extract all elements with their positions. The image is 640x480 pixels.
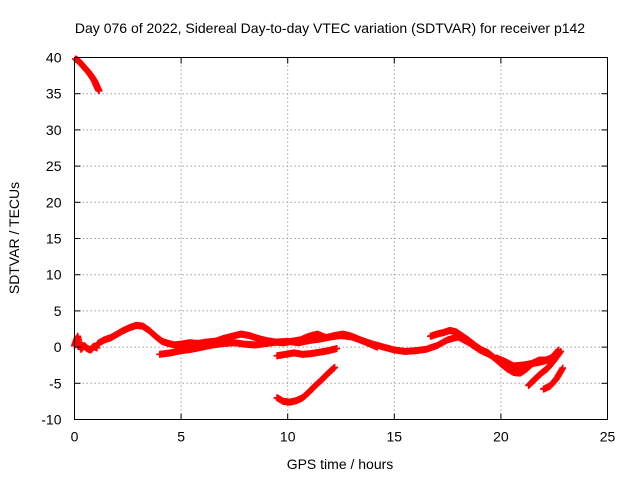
- axis-ticks: 0 5 10 15 20 25 -10 -5 0 5 10 15 20 25 30 35 40: [41, 50, 615, 445]
- y-tick-label: 10: [46, 267, 62, 283]
- y-tick-label: 15: [46, 231, 62, 247]
- y-tick-label: 25: [46, 158, 62, 174]
- y-tick-label: 5: [54, 303, 62, 319]
- series-10: [540, 364, 567, 393]
- data-point: [557, 347, 565, 355]
- y-tick-label: -5: [49, 375, 62, 391]
- x-tick-label: 25: [600, 429, 616, 445]
- series-9: [525, 347, 565, 389]
- y-tick-label: -10: [41, 412, 61, 428]
- data-point: [559, 364, 567, 372]
- y-axis-label: SDTVAR / TECUs: [6, 182, 22, 294]
- plot-marks: [71, 55, 567, 406]
- x-tick-label: 15: [387, 429, 403, 445]
- series-5: [273, 345, 341, 360]
- data-point: [333, 345, 341, 353]
- y-tick-label: 0: [54, 339, 62, 355]
- series-6: [273, 363, 339, 406]
- x-axis-label: GPS time / hours: [287, 456, 394, 472]
- series-1: [72, 55, 103, 95]
- x-tick-label: 5: [177, 429, 185, 445]
- x-tick-label: 10: [280, 429, 296, 445]
- data-point: [93, 344, 101, 352]
- data-point: [331, 363, 339, 371]
- series-2: [71, 332, 101, 354]
- x-tick-label: 0: [71, 429, 79, 445]
- x-tick-label: 20: [493, 429, 509, 445]
- y-tick-label: 35: [46, 86, 62, 102]
- y-tick-label: 20: [46, 194, 62, 210]
- grid: [74, 57, 608, 420]
- y-tick-label: 40: [46, 50, 62, 66]
- y-tick-label: 30: [46, 122, 62, 138]
- chart-title: Day 076 of 2022, Sidereal Day-to-day VTE…: [75, 20, 585, 36]
- data-point: [95, 87, 103, 95]
